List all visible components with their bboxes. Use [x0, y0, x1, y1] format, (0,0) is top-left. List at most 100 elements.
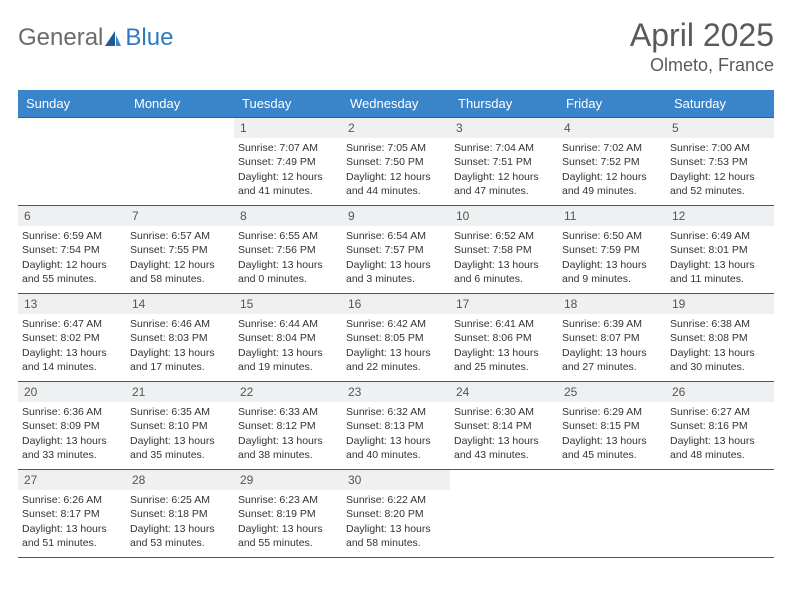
calendar-day-cell: 1Sunrise: 7:07 AMSunset: 7:49 PMDaylight… — [234, 118, 342, 206]
sunset-text: Sunset: 7:53 PM — [670, 155, 770, 169]
calendar-day-cell: 9Sunrise: 6:54 AMSunset: 7:57 PMDaylight… — [342, 206, 450, 294]
calendar-day-cell: 5Sunrise: 7:00 AMSunset: 7:53 PMDaylight… — [666, 118, 774, 206]
weekday-header: Thursday — [450, 90, 558, 118]
sunrise-text: Sunrise: 7:02 AM — [562, 141, 662, 155]
day-number: 28 — [126, 470, 234, 490]
sunrise-text: Sunrise: 6:49 AM — [670, 229, 770, 243]
calendar-day-cell — [18, 118, 126, 206]
day-data: Sunrise: 6:35 AMSunset: 8:10 PMDaylight:… — [126, 402, 234, 466]
sunset-text: Sunset: 7:50 PM — [346, 155, 446, 169]
sunset-text: Sunset: 7:57 PM — [346, 243, 446, 257]
day-data: Sunrise: 6:50 AMSunset: 7:59 PMDaylight:… — [558, 226, 666, 290]
sunrise-text: Sunrise: 7:07 AM — [238, 141, 338, 155]
sunrise-text: Sunrise: 6:46 AM — [130, 317, 230, 331]
day-data: Sunrise: 6:36 AMSunset: 8:09 PMDaylight:… — [18, 402, 126, 466]
day-number: 11 — [558, 206, 666, 226]
sunrise-text: Sunrise: 6:59 AM — [22, 229, 122, 243]
sunset-text: Sunset: 8:16 PM — [670, 419, 770, 433]
sunrise-text: Sunrise: 6:54 AM — [346, 229, 446, 243]
sunrise-text: Sunrise: 6:32 AM — [346, 405, 446, 419]
weekday-header: Monday — [126, 90, 234, 118]
sunset-text: Sunset: 7:52 PM — [562, 155, 662, 169]
weekday-header: Sunday — [18, 90, 126, 118]
page-location: Olmeto, France — [630, 55, 774, 76]
day-data: Sunrise: 6:59 AMSunset: 7:54 PMDaylight:… — [18, 226, 126, 290]
calendar-week-row: 20Sunrise: 6:36 AMSunset: 8:09 PMDayligh… — [18, 382, 774, 470]
sunset-text: Sunset: 8:13 PM — [346, 419, 446, 433]
sunrise-text: Sunrise: 7:04 AM — [454, 141, 554, 155]
sunset-text: Sunset: 7:54 PM — [22, 243, 122, 257]
daylight-text: Daylight: 13 hours and 53 minutes. — [130, 522, 230, 550]
weekday-header: Friday — [558, 90, 666, 118]
day-data: Sunrise: 6:39 AMSunset: 8:07 PMDaylight:… — [558, 314, 666, 378]
sunrise-text: Sunrise: 6:26 AM — [22, 493, 122, 507]
sunrise-text: Sunrise: 6:35 AM — [130, 405, 230, 419]
day-data: Sunrise: 6:54 AMSunset: 7:57 PMDaylight:… — [342, 226, 450, 290]
day-data: Sunrise: 6:32 AMSunset: 8:13 PMDaylight:… — [342, 402, 450, 466]
calendar-table: Sunday Monday Tuesday Wednesday Thursday… — [18, 90, 774, 558]
day-number: 2 — [342, 118, 450, 138]
calendar-day-cell: 29Sunrise: 6:23 AMSunset: 8:19 PMDayligh… — [234, 470, 342, 558]
calendar-day-cell: 20Sunrise: 6:36 AMSunset: 8:09 PMDayligh… — [18, 382, 126, 470]
day-data: Sunrise: 6:44 AMSunset: 8:04 PMDaylight:… — [234, 314, 342, 378]
day-number: 23 — [342, 382, 450, 402]
daylight-text: Daylight: 13 hours and 3 minutes. — [346, 258, 446, 286]
daylight-text: Daylight: 13 hours and 17 minutes. — [130, 346, 230, 374]
daylight-text: Daylight: 12 hours and 52 minutes. — [670, 170, 770, 198]
sunset-text: Sunset: 8:05 PM — [346, 331, 446, 345]
day-number: 21 — [126, 382, 234, 402]
weekday-header-row: Sunday Monday Tuesday Wednesday Thursday… — [18, 90, 774, 118]
sunset-text: Sunset: 8:04 PM — [238, 331, 338, 345]
calendar-day-cell: 30Sunrise: 6:22 AMSunset: 8:20 PMDayligh… — [342, 470, 450, 558]
daylight-text: Daylight: 13 hours and 14 minutes. — [22, 346, 122, 374]
calendar-day-cell: 8Sunrise: 6:55 AMSunset: 7:56 PMDaylight… — [234, 206, 342, 294]
day-number: 4 — [558, 118, 666, 138]
daylight-text: Daylight: 12 hours and 49 minutes. — [562, 170, 662, 198]
sunset-text: Sunset: 8:09 PM — [22, 419, 122, 433]
calendar-day-cell: 23Sunrise: 6:32 AMSunset: 8:13 PMDayligh… — [342, 382, 450, 470]
daylight-text: Daylight: 13 hours and 55 minutes. — [238, 522, 338, 550]
sunrise-text: Sunrise: 6:38 AM — [670, 317, 770, 331]
sunrise-text: Sunrise: 7:05 AM — [346, 141, 446, 155]
sunrise-text: Sunrise: 6:57 AM — [130, 229, 230, 243]
calendar-week-row: 27Sunrise: 6:26 AMSunset: 8:17 PMDayligh… — [18, 470, 774, 558]
sunrise-text: Sunrise: 6:36 AM — [22, 405, 122, 419]
day-data: Sunrise: 7:00 AMSunset: 7:53 PMDaylight:… — [666, 138, 774, 202]
calendar-day-cell: 11Sunrise: 6:50 AMSunset: 7:59 PMDayligh… — [558, 206, 666, 294]
day-data: Sunrise: 7:04 AMSunset: 7:51 PMDaylight:… — [450, 138, 558, 202]
daylight-text: Daylight: 13 hours and 27 minutes. — [562, 346, 662, 374]
calendar-day-cell: 27Sunrise: 6:26 AMSunset: 8:17 PMDayligh… — [18, 470, 126, 558]
day-number: 7 — [126, 206, 234, 226]
sunset-text: Sunset: 8:02 PM — [22, 331, 122, 345]
day-number: 9 — [342, 206, 450, 226]
calendar-day-cell: 18Sunrise: 6:39 AMSunset: 8:07 PMDayligh… — [558, 294, 666, 382]
sunrise-text: Sunrise: 6:47 AM — [22, 317, 122, 331]
daylight-text: Daylight: 13 hours and 25 minutes. — [454, 346, 554, 374]
day-data: Sunrise: 6:30 AMSunset: 8:14 PMDaylight:… — [450, 402, 558, 466]
day-data: Sunrise: 6:57 AMSunset: 7:55 PMDaylight:… — [126, 226, 234, 290]
sunset-text: Sunset: 8:17 PM — [22, 507, 122, 521]
calendar-day-cell — [450, 470, 558, 558]
sunrise-text: Sunrise: 6:44 AM — [238, 317, 338, 331]
daylight-text: Daylight: 12 hours and 47 minutes. — [454, 170, 554, 198]
day-number: 12 — [666, 206, 774, 226]
sunrise-text: Sunrise: 6:39 AM — [562, 317, 662, 331]
sunset-text: Sunset: 8:01 PM — [670, 243, 770, 257]
sunrise-text: Sunrise: 6:42 AM — [346, 317, 446, 331]
day-number: 18 — [558, 294, 666, 314]
day-number: 5 — [666, 118, 774, 138]
day-number: 30 — [342, 470, 450, 490]
daylight-text: Daylight: 13 hours and 30 minutes. — [670, 346, 770, 374]
daylight-text: Daylight: 12 hours and 55 minutes. — [22, 258, 122, 286]
calendar-day-cell: 17Sunrise: 6:41 AMSunset: 8:06 PMDayligh… — [450, 294, 558, 382]
daylight-text: Daylight: 12 hours and 41 minutes. — [238, 170, 338, 198]
day-number: 19 — [666, 294, 774, 314]
calendar-week-row: 1Sunrise: 7:07 AMSunset: 7:49 PMDaylight… — [18, 118, 774, 206]
sunset-text: Sunset: 8:07 PM — [562, 331, 662, 345]
weekday-header: Tuesday — [234, 90, 342, 118]
daylight-text: Daylight: 13 hours and 6 minutes. — [454, 258, 554, 286]
daylight-text: Daylight: 13 hours and 22 minutes. — [346, 346, 446, 374]
logo-word-blue: Blue — [125, 24, 173, 52]
calendar-day-cell: 7Sunrise: 6:57 AMSunset: 7:55 PMDaylight… — [126, 206, 234, 294]
day-number: 26 — [666, 382, 774, 402]
